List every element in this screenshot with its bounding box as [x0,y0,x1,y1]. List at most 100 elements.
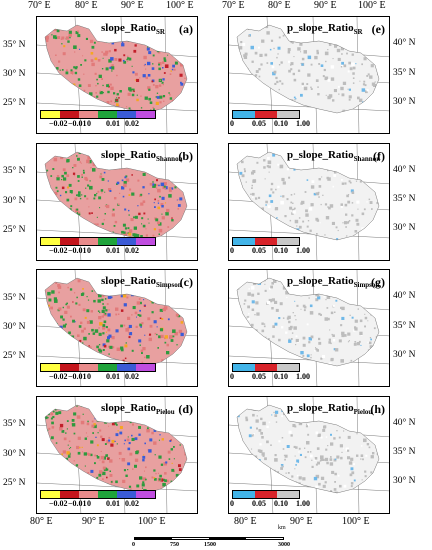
legend-swatch [117,111,136,118]
lon-label: 80° E [30,516,53,527]
legend-swatch [255,491,277,498]
legend-tick-label: 0 [87,499,91,508]
lat-label: 35° N [393,68,416,78]
lat-label: 35° N [393,321,416,331]
legend-tick-label: 0.05 [252,119,266,128]
legend-tick-label: 0.01 [106,499,120,508]
map-panel-b: slope_RatioShannon (b) −0.02 −0.01 0 0.01 0.02 [36,143,198,261]
panel-title-sub: Pielou [156,408,175,417]
legend-tick-label: −0.01 [68,119,87,128]
panel-title-sub: Simpson [156,281,182,290]
p-value-legend: 0 0.05 0.10 1.00 [230,363,310,382]
lon-label: 70° E [28,0,51,11]
slope-legend: −0.02 −0.01 0 0.01 0.02 [40,237,156,256]
legend-tick-label: 0 [87,119,91,128]
panel-title: slope_RatioSR [101,22,165,36]
legend-swatch [41,111,60,118]
lat-label: 35° N [3,293,26,303]
panel-title-main: slope_Ratio [101,22,156,34]
legend-swatch [233,491,255,498]
legend-tick-label: −0.02 [49,499,68,508]
legend-swatch [255,364,277,371]
panel-title-sub: Simpson [353,281,380,290]
lat-label: 30° N [393,350,416,360]
slope-legend: −0.02 −0.01 0 0.01 0.02 [40,363,156,382]
map-panel-e: p_slope_RatioSR (e) 0 0.05 0.10 1.00 [228,16,390,134]
legend-tick-label: 0.01 [106,246,120,255]
map-graphic [229,144,389,260]
panel-letter: (f) [373,149,385,163]
lon-label: 100° E [342,516,370,527]
legend-swatch [98,238,117,245]
legend-tick-label: 0 [230,119,234,128]
legend-tick-label: 0.10 [274,119,288,128]
panel-letter: (g) [371,275,385,289]
panel-title-sub: SR [156,28,165,37]
legend-tick-label: −0.01 [68,372,87,381]
map-graphic [37,270,197,386]
legend-tick-label: 0 [87,372,91,381]
lat-label: 30° N [3,196,26,206]
scale-label: 750 [170,542,179,548]
panel-title-main: slope_Ratio [101,402,156,414]
lon-label: 90° E [290,516,313,527]
lat-label: 25° N [3,98,26,108]
lat-label: 30° N [393,476,416,486]
lat-label: 30° N [3,69,26,79]
map-panel-h: p_slope_RatioPielou (h) 0 0.05 0.10 1.00 [228,396,390,514]
scale-label: 0 [132,542,135,548]
panel-title: slope_RatioShannon [101,149,182,163]
legend-tick-label: 0.10 [274,372,288,381]
map-graphic [37,17,197,133]
lon-label: 100° E [138,516,166,527]
lat-label: 25° N [3,225,26,235]
legend-swatch [117,238,136,245]
panel-title-main: p_slope_Ratio [287,149,354,161]
panel-letter: (e) [371,22,385,36]
p-value-legend: 0 0.05 0.10 1.00 [230,490,310,509]
panel-title: slope_RatioSimpson [101,275,182,289]
lon-label: 90° E [82,516,105,527]
legend-swatch [79,491,98,498]
panel-title-main: slope_Ratio [101,275,156,287]
lon-label: 100° E [358,0,386,11]
scale-label: 3000 [278,542,290,548]
legend-tick-label: 0.05 [252,499,266,508]
legend-swatch [277,111,299,118]
legend-tick-label: 0.02 [125,246,139,255]
legend-tick-label: 1.00 [296,372,310,381]
panel-title-sub: Shannon [353,155,381,164]
legend-swatch [79,238,98,245]
lon-label: 90° E [314,0,337,11]
legend-tick-label: 1.00 [296,119,310,128]
legend-swatch [277,238,299,245]
lat-label: 40° N [393,291,416,301]
legend-swatch [255,238,277,245]
lat-label: 35° N [3,419,26,429]
legend-tick-label: 0.01 [106,119,120,128]
legend-swatch [98,364,117,371]
legend-swatch [98,491,117,498]
panel-title: p_slope_RatioSR [287,22,363,36]
legend-tick-label: 0 [230,246,234,255]
lat-label: 35° N [393,447,416,457]
legend-swatch [255,111,277,118]
panel-letter: (h) [370,402,385,416]
legend-swatch [98,111,117,118]
lat-label: 35° N [3,40,26,50]
legend-tick-label: 0.10 [274,246,288,255]
map-panel-d: slope_RatioPielou (d) −0.02 −0.01 0 0.01 0.02 [36,396,198,514]
legend-swatch [41,491,60,498]
lat-label: 40° N [393,38,416,48]
map-panel-g: p_slope_RatioSimpson (g) 0 0.05 0.10 1.00 [228,269,390,387]
legend-tick-label: 0 [230,372,234,381]
lon-label: 100° E [166,0,194,11]
lat-label: 30° N [393,223,416,233]
slope-legend: −0.02 −0.01 0 0.01 0.02 [40,110,156,129]
map-graphic [229,270,389,386]
legend-swatch [136,111,155,118]
legend-swatch [117,364,136,371]
legend-tick-label: 0.01 [106,372,120,381]
legend-swatch [136,491,155,498]
panel-title: p_slope_RatioPielou [287,402,372,416]
